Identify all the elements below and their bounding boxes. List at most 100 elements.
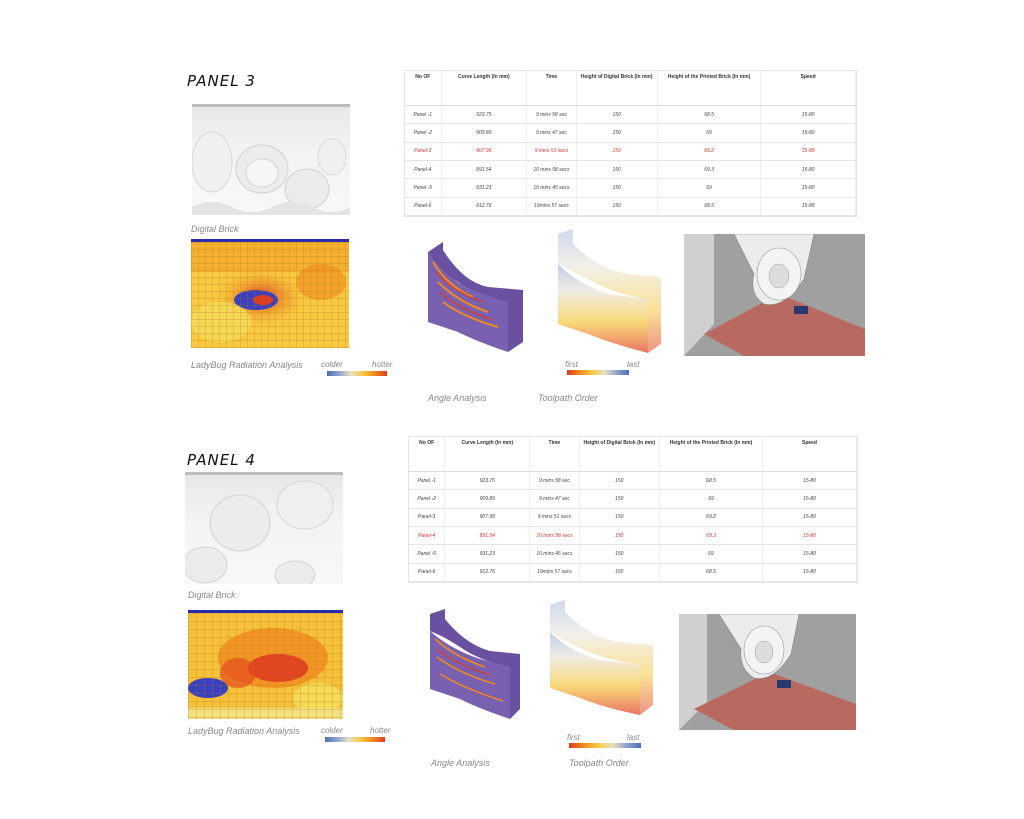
table-row: Panel -1 923.75 9 mins 58 sec 150 68.5 15-80 bbox=[405, 105, 856, 125]
table-cell: 69 bbox=[659, 544, 763, 564]
panel-4-toolpath-last: last bbox=[627, 733, 640, 742]
panel-4-table: No OF Curve Length (In mm) Time Height o… bbox=[409, 437, 857, 583]
table-header: Curve Length (In mm) bbox=[441, 71, 528, 107]
table-cell: 19mins 57 secs bbox=[526, 197, 577, 217]
panel-3-angle-caption: Angle Analysis bbox=[428, 393, 487, 403]
table-header: Height of Digital Brick (In mm) bbox=[579, 437, 661, 473]
table-cell: 68.5 bbox=[657, 105, 762, 125]
table-row: Panel -2 909.89 9 mins 47 sec 150 69 15-80 bbox=[409, 489, 857, 509]
table-cell: 891.54 bbox=[444, 526, 531, 546]
table-cell: Panel -2 bbox=[409, 489, 446, 509]
table-header: Speed bbox=[762, 437, 857, 473]
table-row: Panel-6 912.76 19mins 57 secs 150 68.5 15-80 bbox=[409, 563, 857, 583]
table-cell: 68.5 bbox=[659, 471, 763, 491]
table-cell: 9 mins 51 secs bbox=[529, 508, 580, 528]
table-cell: 9 mins 58 sec bbox=[526, 105, 577, 125]
panel-3-title: PANEL 3 bbox=[187, 72, 256, 90]
table-cell: 15-80 bbox=[760, 105, 856, 125]
table-cell: 9 mins 47 sec bbox=[529, 489, 580, 509]
table-cell: Panel-6 bbox=[405, 197, 442, 217]
panel-4-toolpath-order-render bbox=[545, 600, 660, 715]
panel-4-angle-caption: Angle Analysis bbox=[431, 758, 490, 768]
table-cell: 15-80 bbox=[762, 471, 857, 491]
table-cell: 150 bbox=[579, 508, 661, 528]
table-cell: 150 bbox=[579, 526, 661, 546]
panel-4-radiation-legend-bar bbox=[325, 737, 385, 742]
table-cell: 150 bbox=[576, 160, 658, 180]
table-cell: 909.89 bbox=[444, 489, 531, 509]
table-cell: 912.76 bbox=[441, 197, 528, 217]
table-cell: 891.54 bbox=[441, 160, 528, 180]
table-cell: 69.3 bbox=[657, 160, 762, 180]
table-row-highlighted: Panel-4 891.54 10 mins 58 secs 150 69.3 15-80 bbox=[409, 526, 857, 546]
table-cell: 150 bbox=[576, 197, 658, 217]
table-row: Panel -2 909.89 9 mins 47 sec 150 69 15-80 bbox=[405, 123, 856, 143]
table-cell: 15-80 bbox=[760, 197, 856, 217]
table-header: Curve Length (In mm) bbox=[444, 437, 531, 473]
panel-3-table: No OF Curve Length (In mm) Time Height o… bbox=[405, 71, 856, 217]
table-cell: 15-80 bbox=[762, 544, 857, 564]
panel-3-toolpath-first: first bbox=[565, 360, 578, 369]
table-header: Time bbox=[529, 437, 580, 473]
table-cell: Panel-4 bbox=[409, 526, 446, 546]
table-header: Speed bbox=[760, 71, 856, 107]
table-cell: 923.75 bbox=[444, 471, 531, 491]
table-cell: 9 mins 47 sec bbox=[526, 123, 577, 143]
table-row: Panel -1 923.75 9 mins 58 sec 150 68.5 15-80 bbox=[409, 471, 857, 491]
table-cell: 150 bbox=[576, 142, 658, 162]
panel-4-digital-brick-caption: Digital Brick bbox=[188, 590, 236, 600]
panel-3-radiation-heatmap bbox=[191, 239, 349, 348]
table-cell: Panel-3 bbox=[405, 142, 442, 162]
table-cell: 15-80 bbox=[762, 526, 857, 546]
panel-3-radiation-legend-bar bbox=[327, 371, 387, 376]
table-cell: 9 mins 51 secs bbox=[526, 142, 577, 162]
table-cell: 150 bbox=[579, 544, 661, 564]
panel-4-digital-brick-render bbox=[185, 472, 343, 584]
table-cell: 69.3 bbox=[659, 526, 763, 546]
table-cell: 69.2 bbox=[657, 142, 762, 162]
panel-3-ladybug-caption: LadyBug Radiation Analysis bbox=[191, 360, 303, 370]
panel-3-data-table: No OF Curve Length (In mm) Time Height o… bbox=[404, 70, 857, 217]
table-cell: 150 bbox=[576, 123, 658, 143]
table-cell: 931.23 bbox=[444, 544, 531, 564]
table-cell: Panel -5 bbox=[405, 178, 442, 198]
panel-4-ladybug-caption: LadyBug Radiation Analysis bbox=[188, 726, 300, 736]
panel-4-title: PANEL 4 bbox=[187, 451, 256, 469]
table-row-highlighted: Panel-3 907.99 9 mins 51 secs 150 69.2 15-80 bbox=[405, 142, 856, 162]
table-row: Panel -5 931.23 10 mins 45 secs 150 69 15-80 bbox=[405, 178, 856, 198]
table-row: Panel-6 912.76 19mins 57 secs 150 68.5 15-80 bbox=[405, 197, 856, 217]
table-header: Time bbox=[526, 71, 577, 107]
table-cell: 150 bbox=[579, 471, 661, 491]
table-cell: Panel-4 bbox=[405, 160, 442, 180]
table-cell: 15-80 bbox=[760, 178, 856, 198]
table-row: Panel-3 907.99 9 mins 51 secs 150 69.2 15-80 bbox=[409, 508, 857, 528]
table-cell: 19mins 57 secs bbox=[529, 563, 580, 583]
table-cell: 9 mins 58 sec bbox=[529, 471, 580, 491]
table-cell: Panel -1 bbox=[405, 105, 442, 125]
table-cell: Panel -5 bbox=[409, 544, 446, 564]
table-header: No OF bbox=[405, 71, 442, 107]
table-cell: 15-80 bbox=[762, 508, 857, 528]
panel-3-toolpath-caption: Toolpath Order bbox=[538, 393, 598, 403]
table-cell: 69 bbox=[659, 489, 763, 509]
table-cell: 15-80 bbox=[762, 563, 857, 583]
table-cell: 150 bbox=[579, 489, 661, 509]
table-header: Height of the Printed Brick (In mm) bbox=[657, 71, 762, 107]
table-cell: 15-80 bbox=[760, 123, 856, 143]
panel-3-toolpath-legend-bar bbox=[567, 370, 629, 375]
table-cell: 931.23 bbox=[441, 178, 528, 198]
table-cell: 68.5 bbox=[657, 197, 762, 217]
panel-4-legend-hotter: hotter bbox=[370, 726, 391, 735]
panel-3-legend-colder: colder bbox=[321, 360, 343, 369]
table-cell: 10 mins 58 secs bbox=[529, 526, 580, 546]
panel-3-robot-print-viewport bbox=[684, 234, 865, 356]
table-cell: Panel-6 bbox=[409, 563, 446, 583]
panel-3-legend-hotter: hotter bbox=[372, 360, 393, 369]
table-cell: Panel -2 bbox=[405, 123, 442, 143]
panel-3-toolpath-last: last bbox=[627, 360, 640, 369]
table-cell: 10 mins 58 secs bbox=[526, 160, 577, 180]
table-header: No OF bbox=[409, 437, 446, 473]
table-cell: 909.89 bbox=[441, 123, 528, 143]
table-cell: 15-80 bbox=[762, 489, 857, 509]
panel-3-angle-analysis-render bbox=[418, 242, 530, 354]
